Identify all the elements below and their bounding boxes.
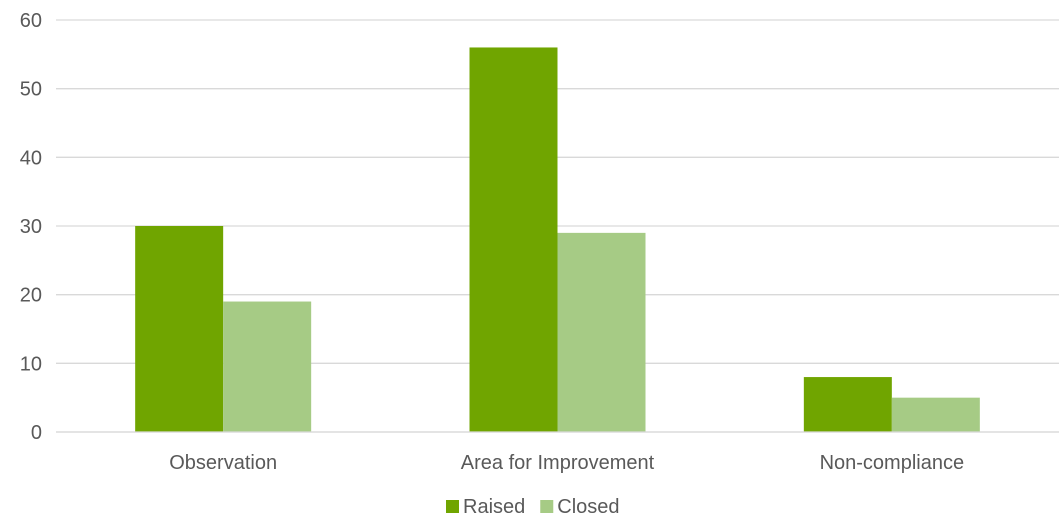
y-tick-label: 0 — [31, 422, 42, 444]
y-tick-label: 10 — [20, 353, 42, 375]
legend-label-raised: Raised — [463, 496, 525, 518]
bar-raised-3 — [803, 377, 892, 432]
bars — [56, 47, 1059, 433]
legend-swatch-closed — [540, 500, 554, 513]
legend-label-closed: Closed — [557, 496, 619, 518]
legend: Raised Closed — [446, 496, 620, 518]
x-tick-label: Observation — [169, 452, 277, 474]
x-axis-ticks: Observation Area for Improvement Non-compl… — [169, 452, 964, 474]
bar-closed-2 — [557, 232, 646, 432]
bar-raised-2 — [469, 47, 558, 432]
legend-swatch-raised — [446, 500, 459, 513]
y-tick-label: 50 — [20, 79, 42, 101]
x-tick-label: Area for Improvement — [461, 452, 655, 474]
y-tick-label: 20 — [20, 285, 42, 307]
bar-raised-1 — [135, 226, 224, 432]
bar-closed-1 — [223, 301, 312, 432]
bar-closed-3 — [891, 397, 980, 432]
y-tick-label: 30 — [20, 216, 42, 238]
y-axis-ticks: 0 10 20 30 40 50 60 — [20, 10, 42, 444]
x-tick-label: Non-compliance — [820, 452, 965, 474]
y-tick-label: 40 — [20, 147, 42, 169]
y-tick-label: 60 — [20, 10, 42, 32]
